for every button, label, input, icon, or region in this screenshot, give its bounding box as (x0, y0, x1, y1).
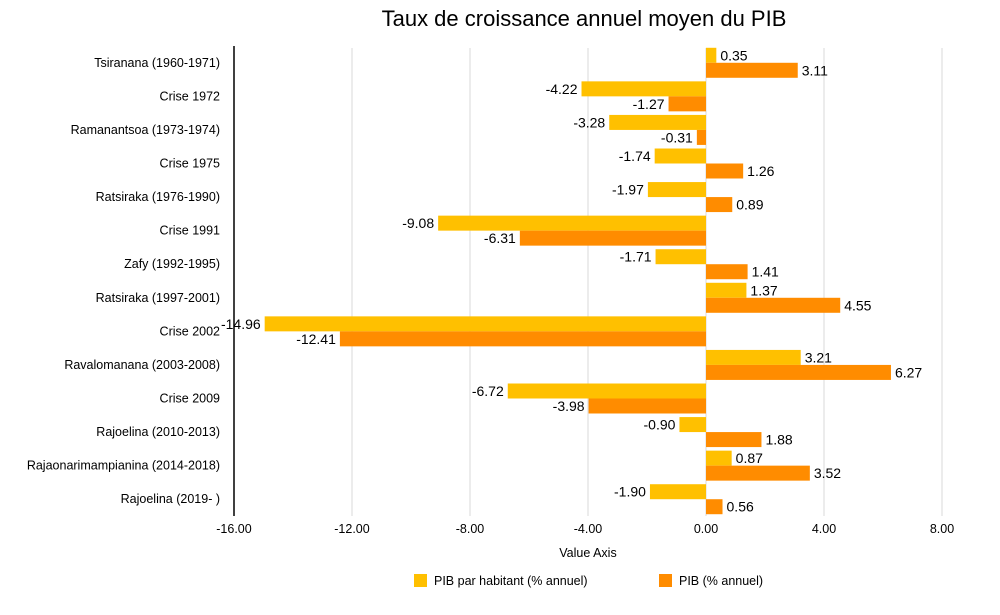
category-axis: Tsiranana (1960-1971) Crise 1972 Ramanants… (27, 46, 235, 516)
bar-pib-par-habitant (706, 349, 801, 365)
bar-pib (706, 364, 891, 380)
data-label: -12.41 (296, 331, 336, 347)
data-label: -3.28 (573, 114, 605, 130)
data-label: -6.72 (472, 383, 504, 399)
data-label: -0.31 (661, 129, 693, 145)
bar-pib-par-habitant (647, 182, 706, 198)
bar-pib (706, 297, 841, 313)
bar-pib-par-habitant (679, 417, 706, 433)
bar-pib (668, 96, 706, 112)
data-label: 0.87 (736, 450, 763, 466)
category-label: Rajoelina (2010-2013) (96, 425, 220, 439)
bar-pib (706, 62, 798, 78)
bar-pib (706, 499, 723, 515)
category-label: Ramanantsoa (1973-1974) (71, 123, 220, 137)
category-label: Ratsiraka (1997-2001) (96, 291, 220, 305)
tick-label: -4.00 (574, 522, 603, 536)
data-labels: 0.35 3.11 -4.22 -1.27 -3.28 -0.31 -1.74 1.26 -1.… (221, 47, 922, 514)
data-label: -3.98 (553, 398, 585, 414)
bar-pib-par-habitant (581, 81, 706, 97)
bar-pib-par-habitant (655, 249, 706, 265)
category-label: Tsiranana (1960-1971) (94, 56, 220, 70)
data-label: 0.56 (727, 499, 754, 515)
bar-pib (706, 163, 744, 179)
bar-pib (519, 230, 706, 246)
legend-label: PIB par habitant (% annuel) (434, 574, 588, 588)
bar-pib (339, 331, 706, 347)
data-label: 1.37 (750, 282, 777, 298)
x-axis-label: Value Axis (559, 546, 616, 560)
data-label: -1.97 (612, 182, 644, 198)
bar-pib-par-habitant (706, 450, 732, 466)
category-label: Ravalomanana (2003-2008) (64, 358, 220, 372)
category-label: Ratsiraka (1976-1990) (96, 190, 220, 204)
bar-pib-par-habitant (507, 383, 706, 399)
data-label: 1.88 (765, 432, 792, 448)
category-label: Rajaonarimampianina (2014-2018) (27, 459, 220, 473)
tick-label: -12.00 (334, 522, 369, 536)
bar-pib-par-habitant (706, 47, 717, 63)
category-label: Crise 1991 (160, 224, 220, 238)
data-label: 1.41 (752, 264, 779, 280)
data-label: -1.90 (614, 484, 646, 500)
bar-pib (706, 465, 810, 481)
data-label: -1.71 (620, 249, 652, 265)
tick-label: 4.00 (812, 522, 836, 536)
bar-pib-par-habitant (438, 215, 706, 231)
data-label: -14.96 (221, 316, 261, 332)
data-label: 0.89 (736, 197, 763, 213)
bar-pib-par-habitant (706, 282, 747, 298)
legend: PIB par habitant (% annuel) PIB (% annuel… (414, 574, 763, 588)
data-label: 3.52 (814, 465, 841, 481)
data-label: -6.31 (484, 230, 516, 246)
data-label: 0.35 (720, 47, 747, 63)
bar-pib (706, 197, 733, 213)
legend-label: PIB (% annuel) (679, 574, 763, 588)
bar-pib-par-habitant (649, 484, 706, 500)
chart-title: Taux de croissance annuel moyen du PIB (382, 6, 787, 31)
bar-pib (706, 264, 748, 280)
legend-swatch (659, 574, 672, 587)
category-label: Crise 1975 (160, 157, 220, 171)
bar-pib-par-habitant (609, 114, 706, 130)
data-label: -9.08 (402, 215, 434, 231)
data-label: 3.11 (802, 62, 828, 78)
data-label: -0.90 (644, 417, 676, 433)
tick-label: 0.00 (694, 522, 718, 536)
data-label: -4.22 (546, 81, 578, 97)
bars (264, 47, 891, 515)
data-label: 1.26 (747, 163, 774, 179)
data-label: 6.27 (895, 364, 922, 380)
bar-pib (696, 129, 706, 145)
tick-label: 8.00 (930, 522, 954, 536)
tick-label: -8.00 (456, 522, 485, 536)
data-label: -1.27 (633, 96, 665, 112)
category-label: Zafy (1992-1995) (124, 257, 220, 271)
value-axis-ticks: -16.00 -12.00 -8.00 -4.00 0.00 4.00 8.00 (216, 522, 954, 536)
category-label: Crise 2002 (160, 324, 220, 338)
bar-pib-par-habitant (264, 316, 706, 332)
bar-pib (706, 432, 762, 448)
bar-pib (588, 398, 706, 414)
data-label: 4.55 (844, 297, 871, 313)
data-label: 3.21 (805, 349, 832, 365)
legend-swatch (414, 574, 427, 587)
tick-label: -16.00 (216, 522, 251, 536)
data-label: -1.74 (619, 148, 651, 164)
category-label: Rajoelina (2019- ) (121, 492, 220, 506)
category-label: Crise 1972 (160, 89, 220, 103)
category-label: Crise 2009 (160, 392, 220, 406)
bar-pib-par-habitant (654, 148, 706, 164)
